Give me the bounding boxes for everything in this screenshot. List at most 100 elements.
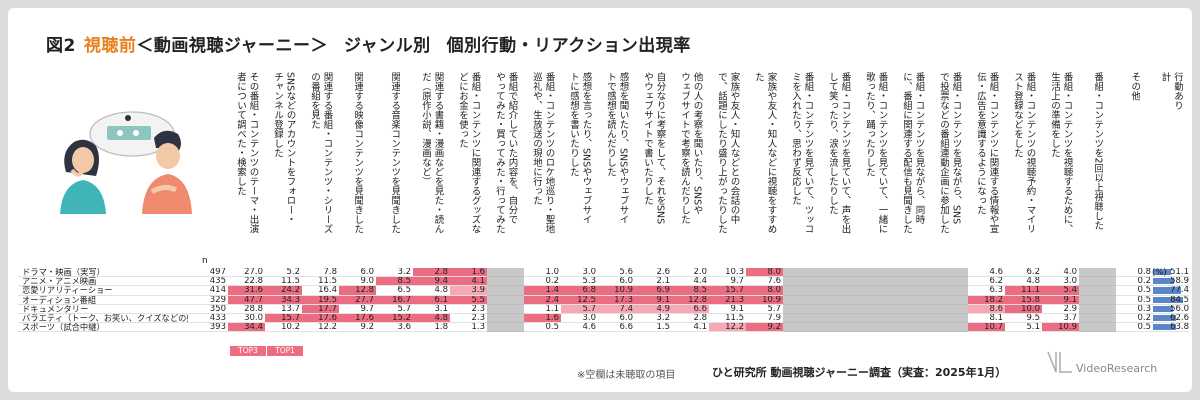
column-header-line: 関連する音楽コンテンツを見聞きした — [389, 72, 401, 234]
total-bar — [1153, 278, 1175, 285]
value-cell: 8.6 — [968, 304, 1005, 314]
column-header: 自分なりに考察をして、それをSNS やウェブサイトで書いたりした — [635, 72, 672, 266]
title-bracket: ＜動画視聴ジャーニー＞ — [136, 36, 328, 56]
value-cell: 7.6 — [746, 277, 783, 287]
value-cell: 6.1 — [413, 295, 450, 305]
value-cell: 5.6 — [598, 268, 635, 278]
total-value: 63.8 — [1170, 323, 1189, 333]
column-header-line: 計 — [1159, 72, 1171, 82]
column-header-line: 番組・コンテンツを見ていて、一緒に — [876, 72, 888, 234]
column-header-line: 自分なりに考察をして、それをSNS — [654, 72, 666, 225]
value-cell: 0.5 — [524, 323, 561, 333]
woman-hands-icon — [70, 168, 84, 177]
column-header: その他 — [1116, 72, 1153, 266]
blank-cell — [487, 304, 524, 314]
value-cell: 15.2 — [376, 313, 413, 324]
column-header: 他の人の考察を聞いたり、SNSや ウェブサイトで考察を読んだりした — [672, 72, 709, 266]
value-cell: 10.9 — [746, 295, 783, 305]
title-accent: 視聴前 — [83, 36, 137, 56]
total-value: 62.6 — [1170, 313, 1189, 323]
blank-cell — [857, 313, 894, 324]
value-cell: 6.0 — [598, 277, 635, 287]
value-cell: 5.7 — [746, 305, 783, 314]
column-header: その番組・コンテンツのテーマ・出演 者について調べた・検索した — [228, 72, 265, 266]
value-cell: 8.0 — [746, 268, 783, 278]
data-table: ドラマ・映画（実写） 497 27.0 5.2 7.8 6.0 3.2 2.8 1.6 1.0 3.… — [18, 268, 1189, 333]
total-bar — [1153, 287, 1181, 294]
column-header-line: 感想を聞いたり、SNSやウェブサイ — [617, 72, 629, 225]
column-header-line: ミを入れたり、思わず反応した — [790, 72, 801, 205]
row-n: 435 — [188, 277, 228, 287]
value-cell: 11.1 — [1005, 286, 1042, 296]
column-header-line: で、話題にしたり盛り上がったりした — [716, 72, 727, 234]
value-cell: 34.4 — [228, 323, 265, 333]
value-cell: 6.6 — [598, 323, 635, 333]
total-bar — [1153, 269, 1172, 276]
column-header: 家族や友人・知人などとの会話の中 で、話題にしたり盛り上がったりした — [709, 72, 746, 266]
blank-cell — [487, 295, 524, 305]
total-value: 58.9 — [1170, 277, 1189, 287]
value-cell: 3.7 — [1042, 314, 1079, 324]
column-header-line: その番組・コンテンツのテーマ・出演 — [247, 72, 259, 234]
column-header-line: 生活上の準備をした — [1049, 72, 1060, 158]
value-cell: 15.8 — [1005, 295, 1042, 305]
blank-cell — [894, 323, 931, 333]
value-cell: 11.5 — [302, 277, 339, 287]
woman-body-icon — [60, 180, 106, 214]
value-cell: 30.0 — [228, 314, 265, 324]
value-cell: 47.7 — [228, 295, 265, 305]
column-header: 感想を聞いたり、SNSやウェブサイ トで感想を読んだりした — [598, 72, 635, 266]
value-cell: 34.3 — [265, 295, 302, 305]
blank-cell — [1079, 286, 1116, 296]
column-header: SNSなどのアカウントをフォロー・ チャンネル登録した — [265, 72, 302, 266]
value-cell: 11.5 — [709, 314, 746, 324]
column-header-line: 番組・コンテンツを2回以上視聴した — [1092, 72, 1104, 231]
blank-cell — [931, 295, 968, 305]
blank-cell — [894, 313, 931, 324]
value-cell: 1.1 — [524, 305, 561, 314]
value-cell: 3.0 — [561, 268, 598, 278]
column-header-line: チャンネル登録した — [272, 72, 283, 158]
value-cell: 4.8 — [1005, 277, 1042, 287]
value-cell: 12.8 — [339, 286, 376, 296]
total-bar-cell: 62.6 — [1153, 313, 1189, 324]
blank-cell — [857, 323, 894, 333]
value-cell: 24.2 — [265, 286, 302, 296]
value-cell: 8.1 — [968, 314, 1005, 324]
row-n: 329 — [188, 296, 228, 305]
value-cell: 12.5 — [561, 295, 598, 305]
blank-cell — [487, 277, 524, 287]
column-header: 番組で紹介していた内容を、自分で やってみた・買ってみた・行ってみた — [487, 72, 524, 266]
column-header: 番組・コンテンツを見ていて、声を出 して笑ったり、涙を流したりした — [820, 72, 857, 266]
total-value: 51.1 — [1170, 268, 1189, 277]
row-n: 414 — [188, 286, 228, 296]
blank-cell — [487, 323, 524, 333]
value-cell: 3.6 — [376, 323, 413, 333]
blank-cell — [783, 286, 820, 296]
value-cell: 5.4 — [1042, 286, 1079, 296]
blank-cell — [857, 268, 894, 278]
blank-cell — [783, 268, 820, 278]
value-cell: 4.1 — [450, 277, 487, 287]
value-cell: 5.5 — [450, 295, 487, 305]
value-cell: 1.0 — [524, 268, 561, 278]
column-header-line: 巡礼や、生放送の現地に行った — [531, 72, 542, 205]
column-header-line: 者について調べた・検索した — [235, 72, 246, 196]
badge-top3: TOP3 — [230, 346, 266, 356]
value-cell: 21.3 — [709, 295, 746, 305]
column-header-line: トで感想を読んだりした — [605, 72, 616, 177]
value-cell: 9.2 — [339, 323, 376, 333]
value-cell: 7.9 — [746, 314, 783, 324]
column-header: 家族や友人・知人などに視聴をすすめた — [746, 72, 783, 266]
column-header-line: トに感想を書いたりした — [568, 72, 579, 177]
woman-face-icon — [72, 147, 94, 173]
blank-cell — [783, 295, 820, 305]
value-cell: 0.2 — [524, 277, 561, 287]
row-n: 350 — [188, 305, 228, 314]
blank-cell — [1079, 313, 1116, 324]
value-cell: 12.2 — [302, 323, 339, 333]
column-header-line: どにお金を使った — [457, 72, 468, 148]
title-subtitle: 個別行動・リアクション出現率 — [446, 36, 691, 56]
total-bar — [1153, 305, 1174, 312]
value-cell: 9.5 — [1005, 314, 1042, 324]
